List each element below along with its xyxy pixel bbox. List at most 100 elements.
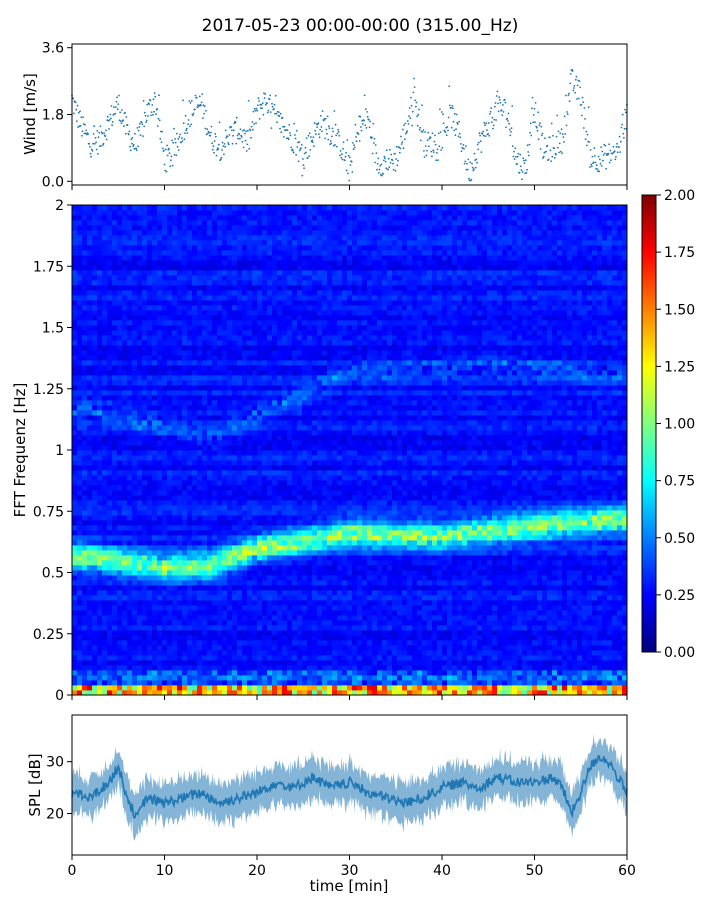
- heatmap-cell: [227, 680, 233, 686]
- heatmap-cell: [212, 270, 218, 276]
- heatmap-cell: [272, 680, 278, 686]
- heatmap-cell: [142, 375, 148, 381]
- heatmap-cell: [152, 555, 158, 561]
- heatmap-cell: [262, 350, 268, 356]
- wind-point: [119, 120, 122, 122]
- heatmap-cell: [177, 500, 183, 506]
- wind-point: [116, 96, 118, 99]
- heatmap-cell: [102, 545, 108, 551]
- heatmap-cell: [262, 685, 268, 691]
- heatmap-cell: [102, 310, 108, 316]
- heatmap-cell: [232, 420, 238, 426]
- wind-point: [493, 118, 496, 121]
- wind-point: [349, 164, 352, 167]
- wind-point: [585, 130, 588, 133]
- heatmap-cell: [257, 350, 263, 356]
- heatmap-cell: [87, 250, 93, 256]
- heatmap-cell: [162, 555, 168, 561]
- heatmap-cell: [267, 495, 273, 501]
- heatmap-cell: [92, 555, 98, 561]
- wind-point: [297, 160, 300, 163]
- heatmap-cell: [267, 220, 273, 226]
- wind-point: [597, 155, 600, 158]
- heatmap-cell: [112, 395, 118, 401]
- wind-point: [217, 148, 220, 151]
- heatmap-cell: [97, 250, 103, 256]
- heatmap-cell: [187, 665, 193, 671]
- heatmap-cell: [262, 560, 268, 566]
- heatmap-cell: [127, 575, 133, 581]
- heatmap-cell: [152, 420, 158, 426]
- wind-point: [173, 127, 175, 130]
- heatmap-cell: [177, 280, 183, 286]
- heatmap-cell: [97, 215, 103, 221]
- wind-point: [300, 144, 303, 146]
- heatmap-cell: [212, 645, 218, 651]
- heatmap-cell: [87, 295, 93, 301]
- heatmap-cell: [107, 250, 113, 256]
- heatmap-cell: [157, 665, 163, 671]
- heatmap-cell: [92, 410, 98, 416]
- heatmap-cell: [132, 355, 138, 361]
- wind-point: [624, 108, 626, 111]
- heatmap-cell: [272, 605, 278, 611]
- heatmap-cell: [182, 600, 188, 606]
- heatmap-cell: [157, 405, 163, 411]
- heatmap-cell: [107, 415, 113, 421]
- heatmap-cell: [187, 580, 193, 586]
- heatmap-cell: [197, 670, 203, 676]
- heatmap-cell: [127, 290, 133, 296]
- heatmap-cell: [227, 455, 233, 461]
- wind-point: [377, 172, 380, 174]
- heatmap-cell: [157, 490, 163, 496]
- wind-point: [511, 145, 514, 148]
- wind-point: [93, 125, 96, 128]
- heatmap-cell: [97, 455, 103, 461]
- heatmap-cell: [87, 230, 93, 236]
- heatmap-cell: [257, 365, 263, 371]
- wind-point: [475, 158, 478, 161]
- wind-point: [555, 153, 557, 156]
- heatmap-cell: [77, 665, 83, 671]
- heatmap-cell: [82, 465, 88, 471]
- heatmap-cell: [192, 240, 198, 246]
- heatmap-cell: [117, 585, 123, 591]
- heatmap-cell: [232, 395, 238, 401]
- heatmap-cell: [252, 220, 258, 226]
- heatmap-cell: [102, 360, 108, 366]
- heatmap-cell: [87, 640, 93, 646]
- heatmap-cell: [247, 575, 253, 581]
- heatmap-cell: [132, 655, 138, 661]
- wind-point: [491, 116, 494, 119]
- wind-point: [437, 159, 439, 162]
- heatmap-cell: [162, 495, 168, 501]
- heatmap-cell: [267, 615, 273, 621]
- heatmap-cell: [237, 565, 243, 571]
- heatmap-cell: [187, 340, 193, 346]
- heatmap-cell: [267, 355, 273, 361]
- heatmap-cell: [172, 455, 178, 461]
- heatmap-cell: [257, 410, 263, 416]
- heatmap-cell: [102, 460, 108, 466]
- heatmap-cell: [242, 240, 248, 246]
- heatmap-cell: [267, 540, 273, 546]
- heatmap-cell: [127, 395, 133, 401]
- heatmap-cell: [117, 580, 123, 586]
- wind-point: [185, 129, 188, 132]
- heatmap-cell: [122, 570, 128, 576]
- heatmap-cell: [112, 685, 118, 691]
- wind-point: [211, 142, 214, 145]
- wind-point: [338, 134, 341, 137]
- wind-point: [398, 146, 401, 149]
- heatmap-cell: [192, 510, 198, 516]
- wind-point: [305, 137, 308, 140]
- heatmap-cell: [77, 450, 83, 456]
- heatmap-cell: [117, 520, 123, 526]
- heatmap-cell: [102, 495, 108, 501]
- wind-point: [621, 123, 623, 126]
- wind-point: [544, 137, 546, 140]
- heatmap-cell: [157, 515, 163, 521]
- heatmap-cell: [192, 305, 198, 311]
- heatmap-cell: [207, 510, 213, 516]
- heatmap-cell: [82, 205, 88, 211]
